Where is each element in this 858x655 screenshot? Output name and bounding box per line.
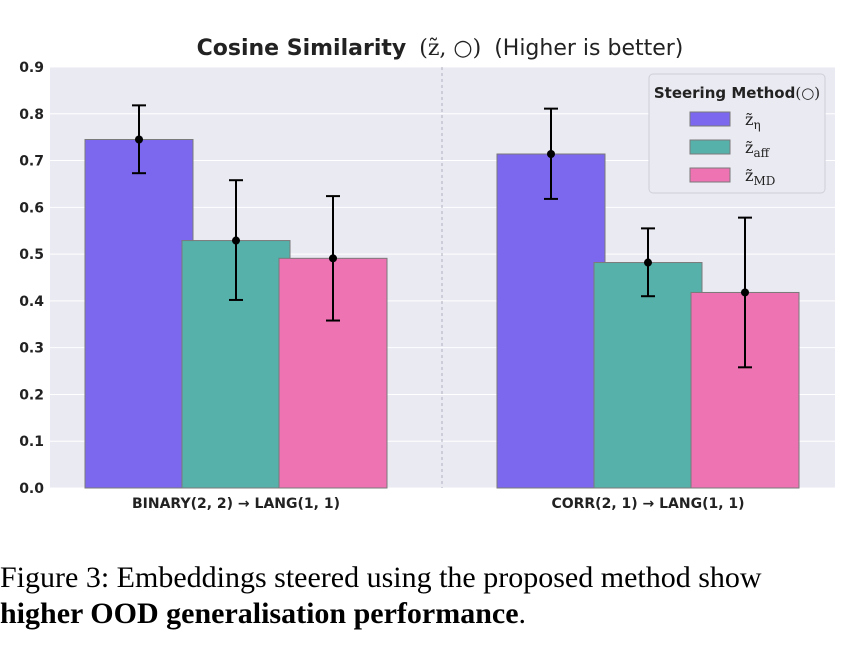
legend-box [648, 73, 826, 194]
legend-label-base-1: z̃ [745, 138, 753, 157]
legend-label-1: z̃aff [745, 138, 771, 160]
bar-0-1 [496, 153, 606, 489]
x-tick-label-1: CORR(2, 1) → LANG(1, 1) [551, 496, 744, 512]
chart: Cosine Similarity (z̃, ○) (Higher is bet… [19, 36, 835, 512]
legend-swatch-2 [689, 167, 731, 183]
y-tick-label-2: 0.2 [19, 387, 44, 403]
chart-title-main: Cosine Similarity [197, 36, 407, 61]
legend-label-base-0: z̃ [745, 110, 753, 129]
y-axis: 0.0 0.1 0.2 0.3 0.4 0.5 0.6 0.7 0.8 0.9 [19, 60, 44, 497]
mean-point-0-1 [547, 150, 555, 159]
y-tick-label-8: 0.8 [19, 107, 44, 123]
y-tick-label-6: 0.6 [19, 200, 44, 216]
chart-title-math: (z̃, ○) [419, 36, 481, 61]
figure-caption: Figure 3: Embeddings steered using the p… [0, 560, 858, 632]
legend-title: Steering Method(○) [654, 84, 820, 102]
legend-title-text: Steering Method [654, 84, 796, 102]
mean-point-0-0 [135, 135, 143, 144]
y-tick-label-9: 0.9 [19, 60, 44, 76]
legend-swatch-1 [689, 139, 731, 155]
bar-0-0 [84, 139, 194, 489]
chart-title-suffix: (Higher is better) [494, 36, 683, 61]
y-tick-label-0: 0.0 [19, 481, 44, 497]
caption-end: . [518, 597, 527, 630]
caption-line-2: higher OOD generalisation performance. [0, 596, 858, 632]
bars [84, 139, 800, 489]
error-bars [132, 104, 752, 369]
y-tick-label-7: 0.7 [19, 154, 44, 170]
mean-point-1-0 [232, 236, 240, 245]
caption-bold: higher OOD generalisation performance [0, 597, 519, 630]
legend-label-sub-0: η [753, 118, 760, 132]
chart-title: Cosine Similarity (z̃, ○) (Higher is bet… [197, 36, 684, 61]
y-tick-label-3: 0.3 [19, 341, 44, 357]
mean-point-2-1 [741, 288, 749, 297]
legend-swatch-0 [689, 111, 731, 127]
mean-point-2-0 [329, 254, 337, 263]
legend-title-symbol: (○) [795, 84, 820, 102]
legend-label-0: z̃η [745, 110, 761, 132]
legend-label-sub-2: MD [753, 174, 775, 188]
x-axis: BINARY(2, 2) → LANG(1, 1) CORR(2, 1) → LA… [132, 496, 745, 512]
legend-label-2: z̃MD [745, 166, 775, 188]
caption-line-1: Figure 3: Embeddings steered using the p… [0, 561, 762, 594]
legend-label-sub-1: aff [753, 146, 770, 160]
y-tick-label-5: 0.5 [19, 247, 44, 263]
mean-point-1-1 [644, 258, 652, 267]
y-tick-label-4: 0.4 [19, 294, 44, 310]
legend-label-base-2: z̃ [745, 166, 753, 185]
x-tick-label-0: BINARY(2, 2) → LANG(1, 1) [132, 496, 340, 512]
y-tick-label-1: 0.1 [19, 434, 44, 450]
